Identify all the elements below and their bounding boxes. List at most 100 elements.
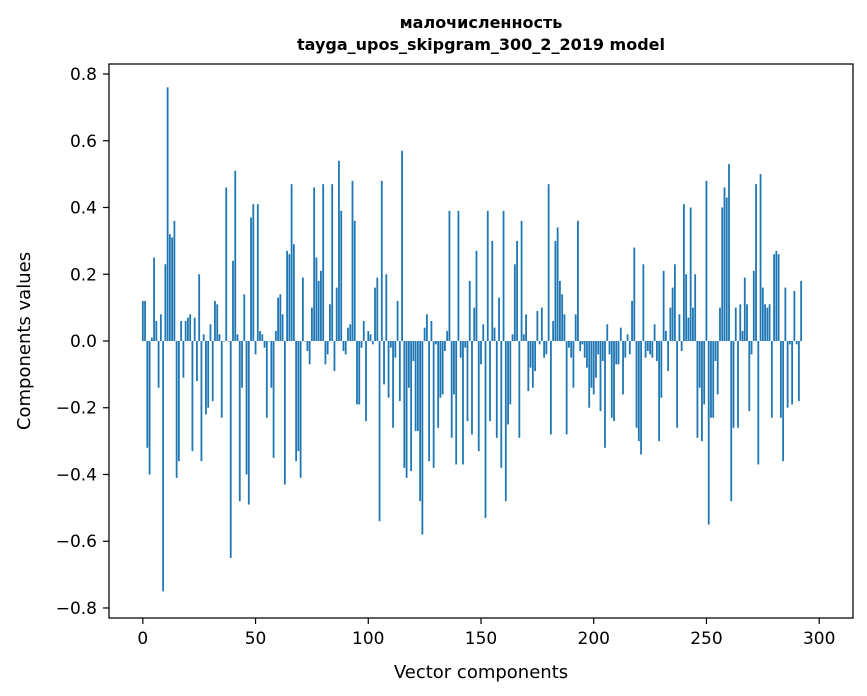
- bar: [588, 341, 591, 408]
- bar: [471, 341, 473, 435]
- y-axis-ticks: −0.8 −0.6 −0.4 −0.2 0.0 0.2 0.4 0.6 0.8: [56, 65, 109, 619]
- bar: [696, 341, 699, 438]
- bar: [268, 341, 270, 342]
- bar: [177, 341, 180, 462]
- bar: [694, 274, 697, 341]
- bar: [168, 234, 171, 341]
- bar: [211, 341, 214, 402]
- bar: [389, 341, 392, 348]
- bar: [428, 341, 431, 462]
- bar: [394, 341, 397, 358]
- bar: [502, 210, 505, 341]
- bar: [396, 300, 399, 341]
- bar: [730, 341, 733, 502]
- bar: [786, 341, 789, 408]
- bar: [764, 304, 766, 341]
- bar: [313, 187, 316, 341]
- bar: [209, 324, 212, 341]
- bar: [218, 334, 221, 341]
- bar: [795, 341, 798, 345]
- bar: [712, 341, 715, 418]
- bar: [191, 341, 194, 452]
- bar: [581, 341, 584, 345]
- bar: [229, 341, 232, 558]
- y-tick-label: 0.0: [70, 332, 97, 352]
- bar: [385, 274, 388, 341]
- bar: [631, 300, 633, 341]
- bar: [297, 341, 300, 452]
- x-tick-label: 200: [578, 629, 610, 649]
- bar: [457, 210, 460, 341]
- bar: [759, 174, 762, 341]
- bar: [507, 341, 509, 425]
- bar: [173, 220, 176, 341]
- bar: [360, 341, 363, 348]
- bar: [601, 341, 604, 362]
- bar: [347, 327, 349, 341]
- bar: [770, 341, 773, 418]
- bar: [773, 254, 775, 341]
- bar: [475, 250, 478, 341]
- bar: [367, 330, 370, 341]
- bar: [180, 320, 183, 341]
- bar: [356, 341, 358, 405]
- bar: [725, 197, 728, 341]
- bar: [554, 240, 557, 341]
- bar: [274, 330, 277, 341]
- x-tick-label: 150: [465, 629, 497, 649]
- bar: [202, 334, 205, 341]
- bar: [642, 264, 645, 341]
- bar: [232, 260, 234, 341]
- y-tick-label: 0.2: [70, 265, 97, 285]
- bar: [788, 341, 791, 345]
- y-tick-label: 0.6: [70, 132, 97, 152]
- bar: [419, 341, 422, 502]
- bar: [196, 341, 198, 382]
- bar: [477, 341, 480, 452]
- bar: [150, 337, 153, 341]
- bar: [441, 341, 444, 395]
- chart-title: малочисленность: [400, 13, 563, 32]
- bar: [184, 320, 187, 341]
- bar: [265, 341, 268, 418]
- bar: [468, 280, 471, 341]
- bar: [220, 341, 223, 418]
- bar: [259, 330, 261, 341]
- bar: [495, 341, 498, 438]
- bar: [673, 264, 676, 341]
- bar: [604, 341, 606, 448]
- bar: [590, 341, 593, 388]
- bar: [410, 341, 413, 472]
- bar: [238, 341, 241, 502]
- bar: [637, 341, 640, 442]
- bar: [464, 341, 467, 348]
- bar: [511, 334, 514, 341]
- bar: [500, 341, 503, 468]
- bar: [707, 341, 710, 525]
- bar: [340, 210, 343, 341]
- bar: [198, 274, 201, 341]
- bar: [322, 184, 325, 341]
- bar: [407, 341, 410, 388]
- bar: [635, 341, 638, 428]
- bar: [205, 341, 207, 415]
- bar: [619, 327, 622, 341]
- bar: [353, 220, 356, 341]
- bar: [547, 184, 550, 341]
- chart-subtitle: tayga_upos_skipgram_300_2_2019 model: [297, 35, 665, 54]
- bar: [326, 341, 329, 355]
- bar: [797, 341, 800, 402]
- bar: [545, 341, 548, 355]
- bar: [241, 341, 243, 388]
- bar: [534, 341, 537, 372]
- bar: [331, 184, 334, 341]
- bar: [543, 341, 546, 358]
- bar: [732, 341, 735, 428]
- bar: [236, 334, 239, 341]
- bar: [705, 180, 708, 341]
- bar: [162, 341, 165, 592]
- bar: [304, 341, 307, 342]
- bar: [486, 210, 489, 341]
- bar: [182, 341, 185, 378]
- bar: [283, 341, 286, 485]
